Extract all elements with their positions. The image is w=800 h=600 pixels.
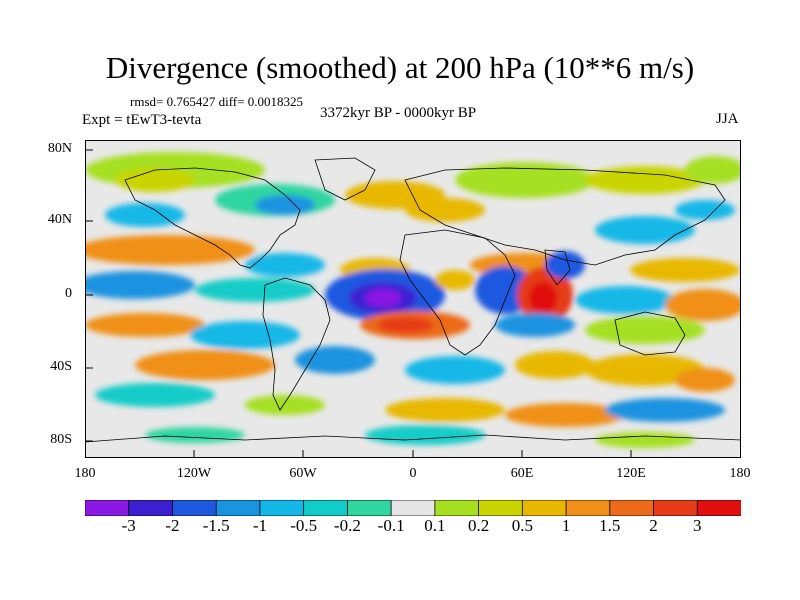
colorbar-swatch [521, 500, 567, 516]
colorbar-label: -3 [121, 516, 136, 535]
divergence-map [85, 140, 741, 458]
colorbar-label: -1.5 [202, 516, 230, 535]
stats-label: rmsd= 0.765427 diff= 0.0018325 [130, 94, 303, 109]
colorbar-swatch [609, 500, 655, 516]
x-tick-label: 60W [289, 466, 317, 481]
colorbar-swatch [128, 500, 174, 516]
colorbar-swatch [346, 500, 393, 516]
colorbar-label: -2 [165, 516, 180, 535]
x-tick-label: 120W [176, 466, 212, 481]
y-tick-label: 80S [50, 432, 72, 447]
colorbar-label: 0.1 [424, 516, 446, 535]
x-tick-label: 120E [616, 466, 646, 481]
y-tick-label: 40N [47, 212, 72, 227]
y-tick-label: 40S [50, 359, 72, 374]
y-tick-label: 0 [65, 286, 72, 301]
colorbar-swatch [215, 500, 261, 516]
colorbar-label: 1.5 [599, 516, 621, 535]
colorbar-label: 3 [693, 516, 702, 535]
colorbar-label: 2 [649, 516, 658, 535]
colorbar-swatch [259, 500, 305, 516]
colorbar-swatch [565, 500, 611, 516]
colorbar-label: 1 [561, 516, 571, 535]
colorbar-swatch [390, 500, 436, 516]
colorbar-swatch [85, 500, 130, 516]
colorbar-label: -0.5 [290, 516, 318, 535]
colorbar-label: -0.2 [333, 516, 361, 535]
x-tick-label: 60E [510, 466, 534, 481]
period-label: 3372kyr BP - 0000kyr BP [320, 105, 477, 121]
x-tick-label: 180 [729, 466, 751, 481]
y-tick-label: 80N [47, 141, 72, 156]
colorbar [85, 500, 741, 516]
coastlines [85, 157, 741, 443]
axis-ticks [85, 149, 632, 458]
colorbar-swatch [303, 500, 349, 516]
colorbar-label: -0.1 [377, 516, 405, 535]
colorbar-swatch [478, 500, 524, 516]
colorbar-swatch [696, 500, 741, 516]
x-tick-label: 0 [409, 466, 417, 481]
divergence-field [85, 152, 741, 448]
x-tick-label: 180 [74, 466, 96, 481]
colorbar-label: 0.5 [511, 516, 533, 535]
colorbar-swatch [434, 500, 480, 516]
colorbar-swatch [172, 500, 218, 516]
colorbar-label: 0.2 [467, 516, 490, 535]
colorbar-label: -1 [252, 516, 267, 535]
season-label: JJA [716, 111, 739, 127]
experiment-label: Expt = tEwT3-tevta [82, 112, 202, 128]
plot-title: Divergence (smoothed) at 200 hPa (10**6 … [105, 50, 695, 85]
colorbar-swatch [653, 500, 699, 516]
